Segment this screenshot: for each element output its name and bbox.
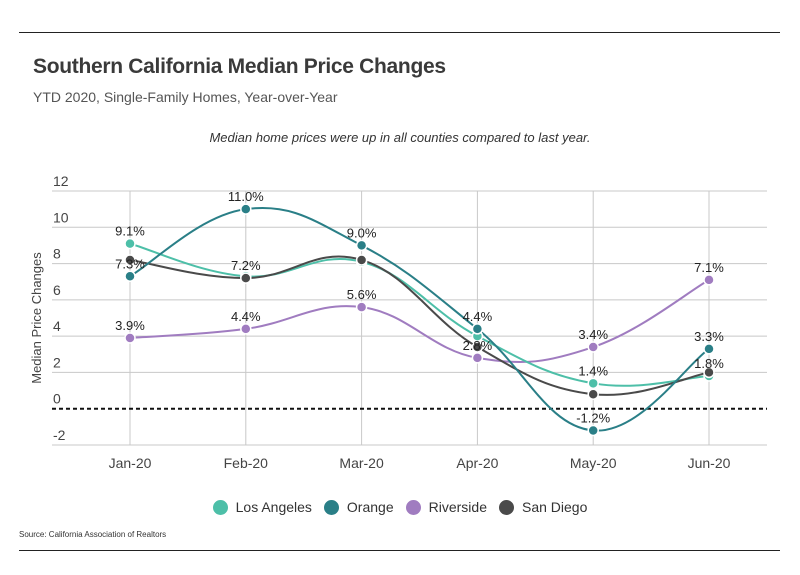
data-point-san-diego [587, 388, 599, 400]
x-tick-label: May-20 [570, 455, 617, 471]
data-point-orange [703, 343, 715, 355]
data-label-los-angeles: 1.8% [694, 356, 724, 371]
legend-label-los-angeles: Los Angeles [235, 499, 312, 515]
legend-item-san-diego: San Diego [498, 499, 588, 515]
y-tick-label: 4 [53, 318, 61, 334]
data-point-san-diego [471, 341, 484, 353]
top-rule [19, 32, 780, 33]
legend-swatch-los-angeles [212, 499, 228, 515]
legend-item-riverside: Riverside [405, 499, 487, 515]
y-tick-label: -2 [53, 427, 66, 443]
legend-swatch-san-diego [498, 499, 514, 515]
data-point-san-diego [124, 254, 136, 266]
data-point-san-diego [703, 366, 715, 379]
data-point-riverside [355, 301, 368, 313]
data-point-orange [124, 270, 136, 283]
y-tick-label: 8 [53, 246, 61, 262]
legend-label-riverside: Riverside [428, 499, 487, 515]
legend: Los Angeles Orange Riverside San Diego [0, 499, 800, 515]
data-label-riverside: 7.1% [694, 260, 724, 275]
series-line-riverside [129, 279, 710, 364]
data-point-los-angeles [587, 377, 599, 390]
data-point-riverside [240, 323, 252, 335]
legend-swatch-orange [323, 499, 339, 515]
series-line-san-diego [129, 255, 710, 396]
legend-label-orange: Orange [346, 499, 394, 515]
data-point-riverside [471, 352, 484, 364]
legend-label-san-diego: San Diego [521, 499, 588, 515]
data-label-orange: -1.2% [576, 410, 610, 425]
chart-subtitle: YTD 2020, Single-Family Homes, Year-over… [33, 89, 338, 105]
data-label-san-diego: 7.2% [231, 258, 261, 273]
y-tick-label: 2 [53, 354, 61, 370]
data-label-riverside: 3.4% [578, 327, 608, 342]
y-tick-label: 10 [53, 209, 69, 225]
chart-title: Southern California Median Price Changes [33, 55, 446, 78]
data-point-riverside [587, 341, 599, 353]
data-point-orange [471, 323, 484, 335]
y-axis-title: Median Price Changes [29, 252, 44, 384]
y-tick-label: 0 [53, 391, 61, 407]
x-tick-label: Feb-20 [224, 455, 269, 471]
data-label-orange: 3.3% [694, 329, 724, 344]
bottom-rule [19, 550, 780, 551]
data-point-orange [355, 239, 368, 252]
series-line-los-angeles [129, 242, 710, 387]
source-note: Source: California Association of Realto… [19, 530, 167, 539]
data-label-los-angeles: 1.4% [578, 363, 608, 378]
x-tick-label: Apr-20 [456, 455, 498, 471]
data-point-san-diego [240, 272, 252, 284]
data-label-riverside: 2.8% [463, 338, 493, 353]
data-point-orange [240, 203, 252, 215]
x-tick-label: Mar-20 [339, 455, 384, 471]
data-label-riverside: 5.6% [347, 287, 377, 302]
legend-item-orange: Orange [323, 499, 394, 515]
data-point-riverside [703, 274, 715, 286]
data-point-san-diego [355, 254, 368, 266]
x-tick-label: Jun-20 [688, 455, 731, 471]
y-tick-label: 6 [53, 282, 61, 298]
legend-swatch-riverside [405, 499, 421, 515]
data-label-orange: 4.4% [463, 309, 493, 324]
x-tick-label: Jan-20 [109, 455, 152, 471]
data-label-riverside: 4.4% [231, 309, 261, 324]
data-label-los-angeles: 9.1% [115, 224, 145, 239]
data-point-riverside [124, 332, 136, 344]
series-line-orange [129, 207, 710, 432]
data-label-orange: 7.3% [115, 256, 145, 271]
y-tick-label: 12 [53, 173, 69, 189]
chart-annotation: Median home prices were up in all counti… [209, 130, 591, 145]
data-point-orange [587, 424, 599, 437]
legend-item-los-angeles: Los Angeles [212, 499, 312, 515]
data-point-los-angeles [124, 237, 136, 250]
data-label-riverside: 3.9% [115, 318, 145, 333]
data-label-orange: 9.0% [347, 225, 377, 240]
data-label-orange: 11.0% [228, 189, 264, 204]
